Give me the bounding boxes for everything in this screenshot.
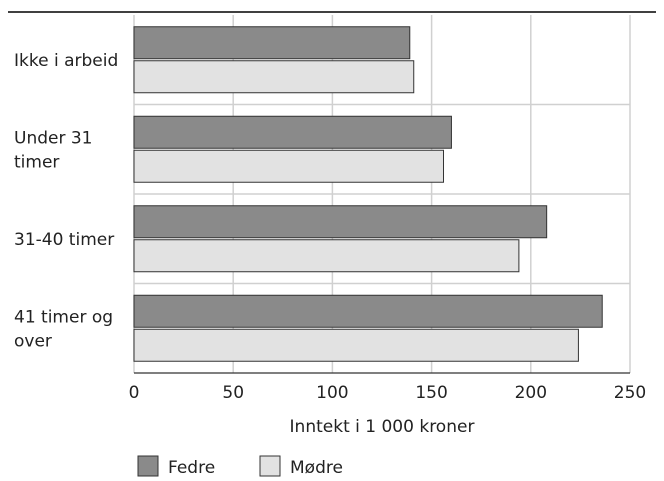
bars [133,26,603,362]
category-label: 41 timer og over [14,307,113,351]
category-label-line: 31-40 timer [14,230,114,250]
x-tick-label: 0 [129,383,140,403]
x-axis-label: Inntekt i 1 000 kroner [290,417,475,437]
x-tick-label: 250 [614,383,646,403]
x-tick-labels: 0 50 100 150 200 250 [129,383,647,403]
category-label-line: Ikke i arbeid [14,51,118,71]
legend: Fedre Mødre [137,455,343,478]
bar-modre [133,149,445,183]
category-labels: Ikke i arbeid Under 31 timer 31-40 timer 41 … [14,51,118,352]
category-label-line: 41 timer og [14,307,113,327]
bar-modre [133,328,579,362]
category-label: 31-40 timer [14,230,114,250]
legend-label-modre: Mødre [290,458,343,478]
x-tick-label: 150 [415,383,447,403]
x-tick-label: 50 [222,383,244,403]
bar-fedre [133,294,603,328]
category-label: Ikke i arbeid [14,51,118,71]
legend-swatch-modre [259,455,281,477]
bar-modre [133,239,520,273]
bar-fedre [133,205,548,239]
bar-fedre [133,26,411,60]
x-tick-label: 200 [515,383,547,403]
category-label-line: timer [14,152,59,172]
legend-swatch-fedre [137,455,159,477]
category-label: Under 31 timer [14,128,93,172]
bar-modre [133,60,415,94]
legend-label-fedre: Fedre [168,458,215,478]
category-label-line: Under 31 [14,128,93,148]
category-label-line: over [14,331,52,351]
bar-fedre [133,115,452,149]
x-tick-label: 100 [316,383,348,403]
